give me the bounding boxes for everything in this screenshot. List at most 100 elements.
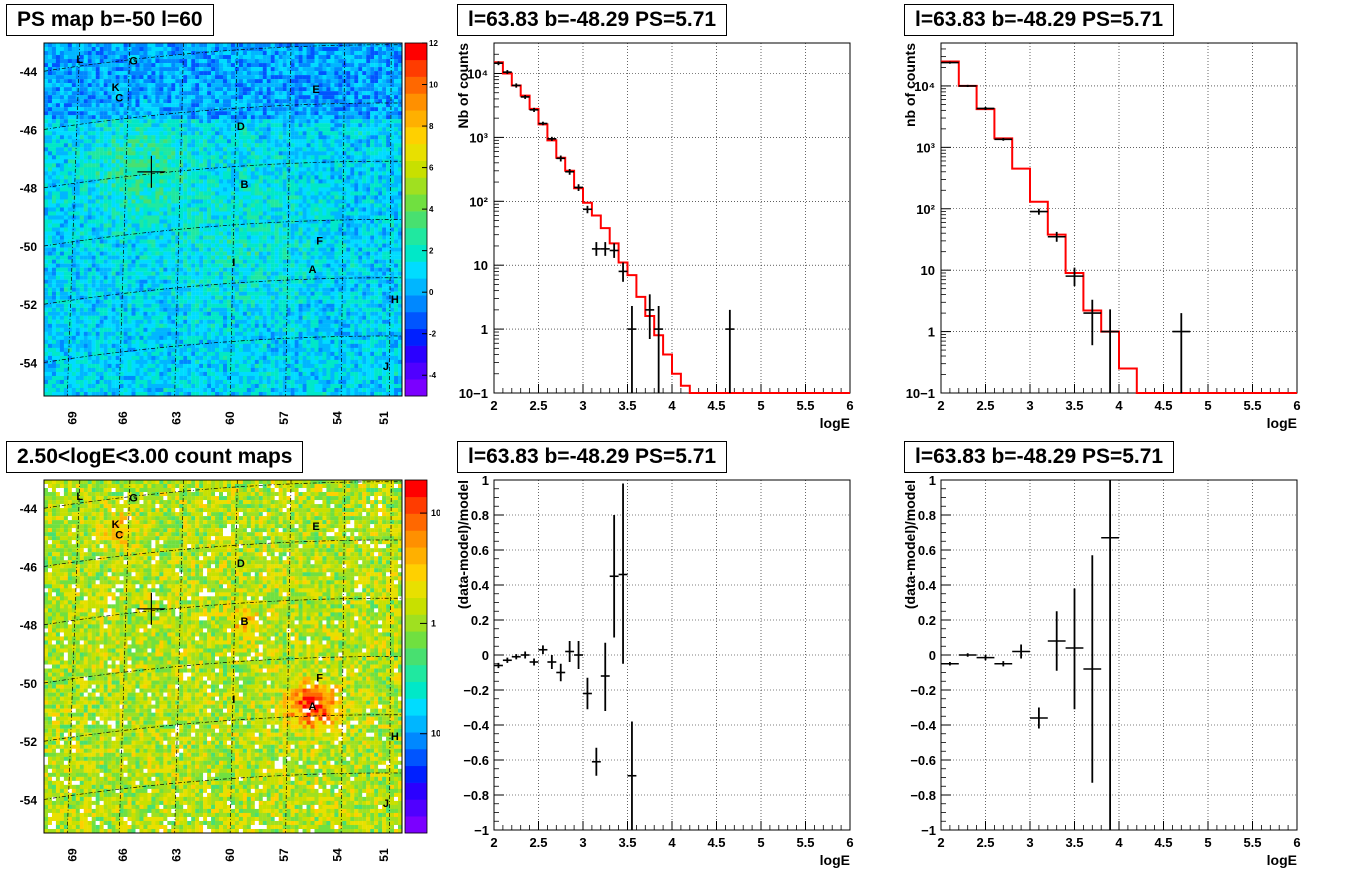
y-tick-label: −0.4 [910,718,936,733]
x-tick-label: 5 [1204,835,1211,850]
y-tick-label: 10⁴ [467,66,488,81]
lon-tick-label: 66 [116,848,130,862]
source-label-E: E [312,521,319,533]
x-tick-label: 3 [579,398,586,413]
longitude-line [66,479,81,834]
x-tick-label: 2.5 [529,398,547,413]
map2-title: 2.50<logE<3.00 count maps [6,441,304,473]
y-tick-label: −0.4 [463,718,489,733]
y-tick-label: −1 [474,823,489,838]
colorbar-cell [405,311,427,330]
colorbar-cell [405,379,427,397]
heatmap-cells [44,43,403,397]
longitude-line [174,42,184,397]
y-tick-label: −0.8 [910,788,936,803]
longitude-line [229,479,238,834]
plot-frame [493,479,851,831]
longitude-line [285,479,292,834]
lat-tick-label: -44 [20,65,38,79]
source-label-A: A [309,701,317,713]
lat-tick-label: -52 [20,298,38,312]
colorbar-cell [405,127,427,145]
y-tick-label: −0.2 [910,683,936,698]
lon-tick-label: 57 [277,411,291,425]
lon-tick-label: 69 [66,411,80,425]
x-tick-label: 2 [490,398,497,413]
source-label-B: B [241,616,249,628]
source-label-J: J [383,361,389,373]
colorbar-cell [405,732,427,750]
colorbar-cell [405,295,427,313]
longitude-line [118,479,131,834]
source-label-D: D [237,121,245,133]
plot-frame [493,42,851,394]
colorbar-label: 6 [429,164,434,173]
colorbar-frame [404,42,428,397]
x-tick-label: 4.5 [1154,398,1172,413]
colorbar-cell [405,597,427,615]
y-tick-label: 0.4 [471,578,490,593]
lat-tick-label: -48 [20,182,38,196]
lon-tick-label: 54 [331,411,345,425]
res2-title: l=63.83 b=-48.29 PS=5.71 [904,441,1175,473]
source-label-I: I [232,257,235,269]
lat-tick-label: -46 [20,123,38,137]
longitude-line [174,479,184,834]
latitude-line [43,656,403,684]
colorbar-cell [405,580,427,598]
colorbar-cell [405,782,427,800]
colorbar-label: 12 [429,39,438,48]
spectrum-plot-left: 2 2.5 3 3.5 4 4.5 5 5.5 6 10−1 1 10 10² 10³ 10⁴ logE Nb … [455,42,854,431]
lat-tick-label: -54 [20,793,38,807]
y-tick-label: 10 [921,263,935,278]
y-tick-label: −0.8 [463,788,489,803]
colorbar-cell [405,345,427,363]
latitude-line [43,44,403,72]
x-tick-label: 4.5 [1154,835,1172,850]
y-tick-label: 10 [474,258,488,273]
lat-tick-label: -46 [20,560,38,574]
x-tick-label: 3.5 [1065,398,1083,413]
map-frame [43,479,403,834]
x-tick-label: 6 [1293,835,1300,850]
source-label-C: C [115,530,123,542]
plot-frame [940,42,1298,394]
source-label-K: K [112,82,120,94]
lon-tick-label: 57 [277,848,291,862]
x-tick-label: 2.5 [976,398,994,413]
x-tick-label: 4 [1115,835,1123,850]
latitude-line [43,597,403,626]
x-axis-label: logE [1267,852,1297,868]
y-axis-label: (data-model)/model [455,480,471,609]
x-tick-label: 4 [668,398,676,413]
residual-plot-left: 2 2.5 3 3.5 4 4.5 5 5.5 6 1 0.8 0.6 0.4 0.2 0 −0.2 −0.4 −… [455,473,854,868]
colorbar-label: 8 [429,122,434,131]
colorbar-cell [405,328,427,346]
heatmap-cells [44,480,403,834]
colorbar-cell [405,43,427,61]
residual-plot-right: 2 2.5 3 3.5 4 4.5 5 5.5 6 1 0.8 0.6 0.4 0.2 0 −0.2 −0.4 −… [902,473,1301,868]
latitude-line [43,539,403,567]
y-tick-label: 0.8 [471,508,489,523]
colorbar-cell [405,227,427,246]
colorbar-cell [405,59,427,77]
latitude-line [43,772,403,800]
y-tick-label: 1 [481,322,488,337]
plot-frame [940,479,1298,831]
y-tick-label: 10−1 [459,386,488,401]
source-label-G: G [129,56,138,68]
y-axis-label: nb of counts [902,43,918,127]
colorbar-cell [405,143,427,161]
y-tick-label: 1 [929,473,936,488]
source-label-H: H [391,731,399,743]
x-axis-label: logE [1267,415,1297,431]
lon-tick-label: 63 [169,411,183,425]
x-tick-label: 5 [757,835,764,850]
x-tick-label: 2 [937,398,944,413]
map1-title: PS map b=-50 l=60 [6,4,214,36]
lat-tick-label: -54 [20,356,38,370]
y-tick-label: 0.6 [918,543,936,558]
x-tick-label: 6 [846,835,853,850]
lon-tick-label: 60 [223,411,237,425]
